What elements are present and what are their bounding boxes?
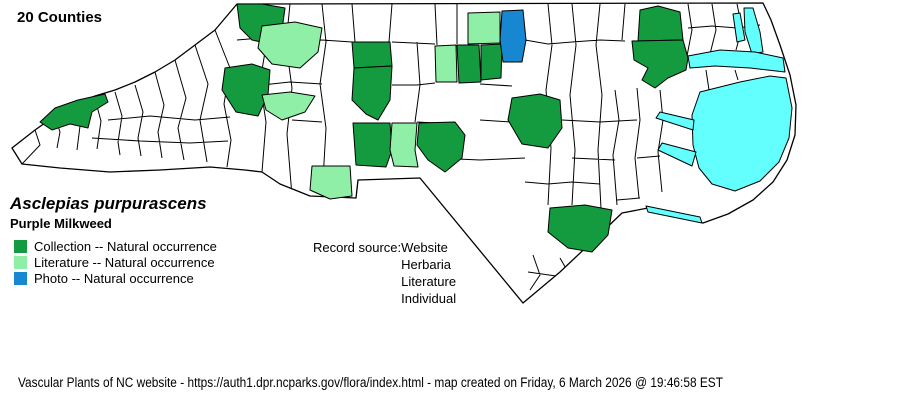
record-source-value: Literature (401, 274, 457, 289)
county-collection (352, 122, 393, 168)
county-collection (637, 5, 684, 42)
record-source-values: Website Herbaria Literature Individual (401, 239, 456, 307)
county-count-title: 20 Counties (17, 9, 103, 26)
county-collection (416, 121, 466, 173)
legend-item-photo: Photo -- Natural occurrence (14, 270, 217, 286)
legend-label: Collection -- Natural occurrence (34, 238, 217, 254)
pamlico-sound (691, 75, 793, 192)
legend-label: Literature -- Natural occurrence (34, 254, 215, 270)
legend-item-literature: Literature -- Natural occurrence (14, 254, 217, 270)
county-collection (221, 63, 271, 117)
county-collection (351, 41, 393, 69)
record-source-value: Herbaria (401, 257, 452, 272)
legend: Collection -- Natural occurrence Literat… (14, 238, 217, 286)
county-literature (257, 21, 323, 69)
record-source-label: Record source: (313, 240, 402, 255)
county-collection (456, 44, 482, 84)
legend-item-collection: Collection -- Natural occurrence (14, 238, 217, 254)
county-literature (389, 122, 419, 168)
photo-swatch-icon (14, 271, 27, 285)
county-collection (507, 93, 563, 149)
county-collection (351, 65, 393, 121)
county-collection (547, 204, 613, 253)
species-scientific-name: Asclepias purpurascens (10, 194, 207, 213)
county-collection (480, 43, 503, 81)
species-block: Asclepias purpurascens Purple Milkweed (10, 194, 207, 231)
county-photo (499, 9, 527, 63)
literature-counties (257, 11, 501, 200)
county-collection (631, 39, 689, 89)
water-bodies (645, 7, 793, 224)
north-river (732, 12, 746, 43)
pamlico-river (655, 111, 695, 131)
currituck-sound (743, 7, 764, 55)
albemarle-sound (687, 49, 786, 73)
literature-swatch-icon (14, 255, 27, 269)
species-common-name: Purple Milkweed (10, 215, 112, 231)
record-source-block: Record source: Website Herbaria Literatu… (313, 239, 456, 307)
county-literature (434, 44, 458, 83)
footer-attribution: Vascular Plants of NC website - https://… (18, 375, 723, 390)
legend-label: Photo -- Natural occurrence (34, 270, 194, 286)
collection-swatch-icon (14, 239, 27, 253)
neuse-river (657, 142, 697, 167)
county-literature (467, 11, 501, 45)
record-source-value: Individual (401, 291, 457, 306)
county-collection (39, 93, 109, 131)
county-literature (261, 91, 316, 121)
photo-counties (499, 9, 527, 63)
bogue-sound (645, 205, 703, 224)
county-literature (309, 165, 353, 200)
record-source-value: Website (401, 240, 448, 255)
